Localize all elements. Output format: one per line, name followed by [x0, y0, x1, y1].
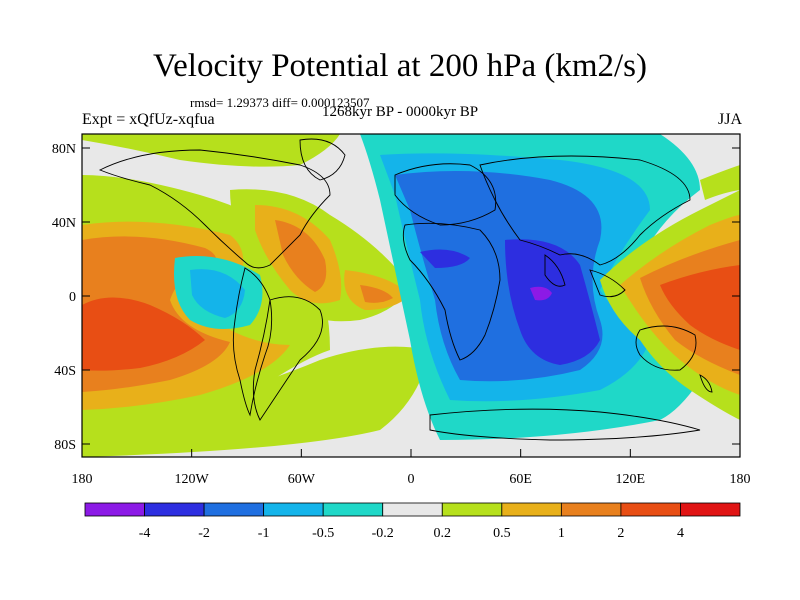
colorbar-swatch [620, 502, 681, 517]
x-tick-label: 0 [408, 472, 415, 487]
colorbar-label: -0.5 [312, 526, 334, 541]
colorbar-swatch [144, 502, 205, 517]
season-label: JJA [717, 111, 742, 128]
x-tick-label: 120E [616, 472, 646, 487]
colorbar-swatch [560, 502, 622, 517]
y-tick-label: 40N [52, 216, 76, 231]
x-tick-label: 60E [509, 472, 532, 487]
colorbar-swatch [382, 502, 443, 517]
colorbar-swatch [203, 502, 265, 517]
colorbar-label: -1 [258, 526, 270, 541]
y-tick-label: 0 [69, 290, 76, 305]
x-tick-label: 120W [175, 472, 210, 487]
colorbar-swatch [441, 502, 503, 517]
colorbar-label: 0.5 [493, 526, 511, 541]
colorbar: -4 -2 -1 -0.5 -0.2 0.2 0.5 1 2 4 [84, 502, 741, 541]
colorbar-label: 4 [677, 526, 684, 541]
colorbar-label: 2 [617, 526, 624, 541]
colorbar-label: -4 [139, 526, 151, 541]
colorbar-label: -2 [198, 526, 210, 541]
x-tick-label: 60W [288, 472, 316, 487]
y-tick-label: 80S [54, 438, 76, 453]
map-title: Velocity Potential at 200 hPa (km2/s) [152, 48, 648, 84]
colorbar-swatch [680, 502, 741, 517]
experiment-label: Expt = xQfUz-xqfua [82, 111, 215, 128]
y-tick-label: 80N [52, 142, 76, 157]
colorbar-swatch [84, 502, 145, 517]
x-tick-label: 180 [730, 472, 751, 487]
colorbar-label: 1 [558, 526, 565, 541]
coastlines [98, 138, 713, 441]
rmsd-stats: rmsd= 1.29373 diff= 0.000123507 [190, 95, 370, 110]
colorbar-swatch [501, 502, 562, 517]
colorbar-label: 0.2 [434, 526, 452, 541]
x-tick-label: 180 [72, 472, 93, 487]
x-axis: 180 120W 60W 0 60E 120E 180 [72, 449, 751, 487]
colorbar-swatch [322, 502, 384, 517]
period-label: 1268kyr BP - 0000kyr BP [322, 104, 479, 120]
colorbar-label: -0.2 [372, 526, 394, 541]
colorbar-swatch [263, 502, 324, 517]
contour-field [82, 134, 740, 457]
y-tick-label: 40S [54, 364, 76, 379]
y-axis: 80N 40N 0 40S 80S [52, 142, 740, 453]
